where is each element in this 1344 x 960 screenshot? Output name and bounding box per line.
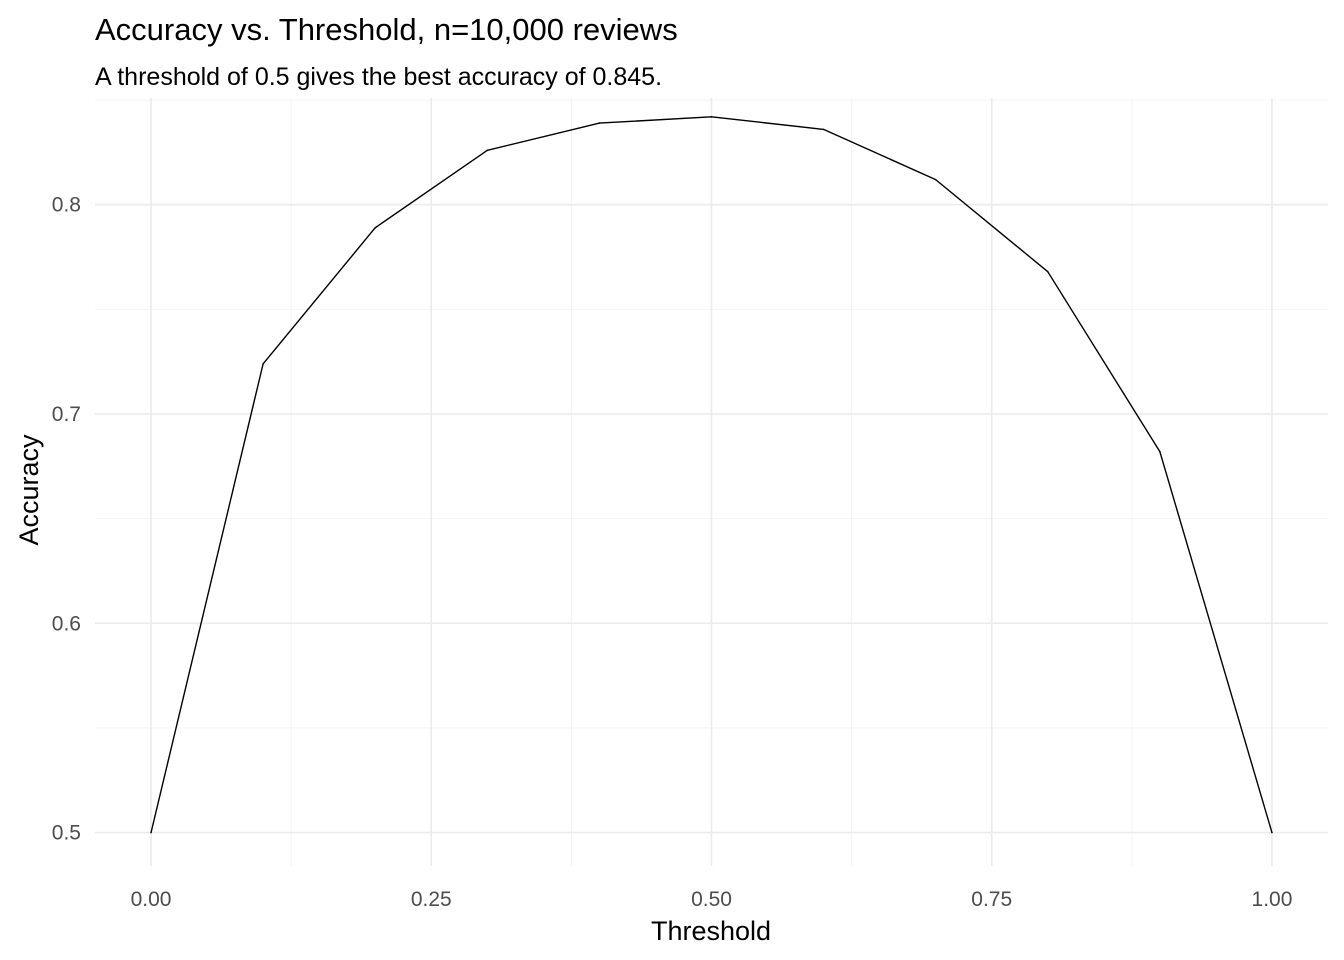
data-point <box>262 362 264 365</box>
x-tick-label: 0.00 <box>131 888 172 911</box>
x-axis-ticks: 0.00 0.25 0.50 0.75 1.00 <box>131 888 1293 911</box>
y-axis-label: Accuracy <box>14 434 44 546</box>
data-point <box>1046 270 1049 273</box>
data-point <box>934 178 937 181</box>
y-tick-label: 0.5 <box>52 822 81 845</box>
data-point <box>710 116 713 118</box>
x-tick-label: 1.00 <box>1252 888 1293 911</box>
series-layer <box>150 116 1273 834</box>
x-axis-label: Threshold <box>651 916 771 946</box>
y-axis-ticks: 0.5 0.6 0.7 0.8 <box>52 194 81 845</box>
x-tick-label: 0.75 <box>971 888 1012 911</box>
x-tick-label: 0.25 <box>411 888 452 911</box>
chart-subtitle: A threshold of 0.5 gives the best accura… <box>95 63 662 91</box>
y-tick-label: 0.7 <box>52 403 81 426</box>
x-tick-label: 0.50 <box>691 888 732 911</box>
y-tick-label: 0.6 <box>52 612 81 635</box>
chart-title: Accuracy vs. Threshold, n=10,000 reviews <box>95 12 678 47</box>
data-point <box>822 128 825 131</box>
data-point <box>150 831 152 834</box>
data-point <box>486 149 489 152</box>
y-tick-label: 0.8 <box>52 194 81 217</box>
data-point <box>1271 831 1273 834</box>
data-point <box>374 226 377 229</box>
data-point <box>598 122 601 124</box>
major-gridlines <box>95 98 1328 866</box>
data-point <box>1159 450 1161 453</box>
